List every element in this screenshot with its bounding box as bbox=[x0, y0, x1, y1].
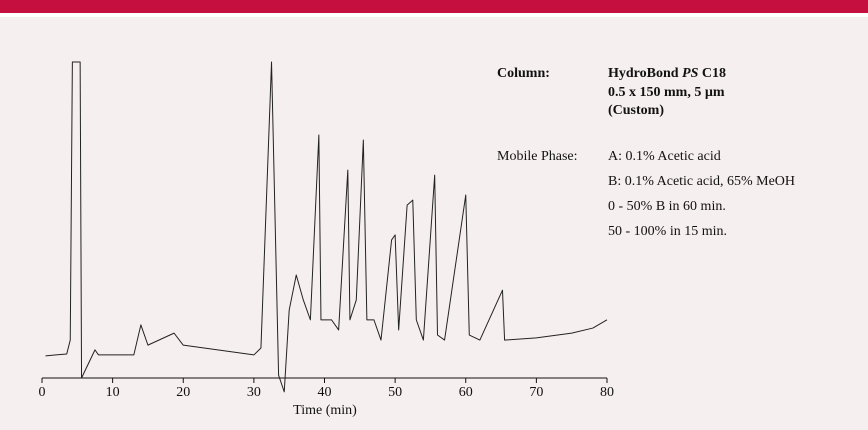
top-stripe bbox=[0, 13, 868, 17]
gradient-1: 0 - 50% B in 60 min. bbox=[608, 199, 726, 214]
gradient-2: 50 - 100% in 15 min. bbox=[608, 224, 727, 239]
x-tick-label: 80 bbox=[600, 385, 614, 400]
x-tick-label: 10 bbox=[106, 385, 120, 400]
x-axis-label: Time (min) bbox=[293, 403, 357, 418]
mobile-b: B: 0.1% Acetic acid, 65% MeOH bbox=[608, 174, 795, 189]
x-tick-label: 70 bbox=[529, 385, 543, 400]
x-tick-label: 30 bbox=[247, 385, 261, 400]
top-bar bbox=[0, 0, 868, 13]
x-tick-label: 0 bbox=[39, 385, 46, 400]
column-size: 0.5 x 150 mm, 5 µm bbox=[608, 85, 725, 100]
mobile-label: Mobile Phase: bbox=[497, 149, 578, 164]
trace bbox=[45, 61, 608, 393]
x-tick-label: 20 bbox=[176, 385, 190, 400]
mobile-a: A: 0.1% Acetic acid bbox=[608, 149, 721, 164]
x-tick-label: 60 bbox=[459, 385, 473, 400]
x-tick-label: 50 bbox=[388, 385, 402, 400]
x-tick-label: 40 bbox=[318, 385, 332, 400]
column-note: (Custom) bbox=[608, 103, 664, 118]
column-name: HydroBond PS C18 bbox=[608, 66, 726, 81]
column-label: Column: bbox=[497, 66, 550, 81]
